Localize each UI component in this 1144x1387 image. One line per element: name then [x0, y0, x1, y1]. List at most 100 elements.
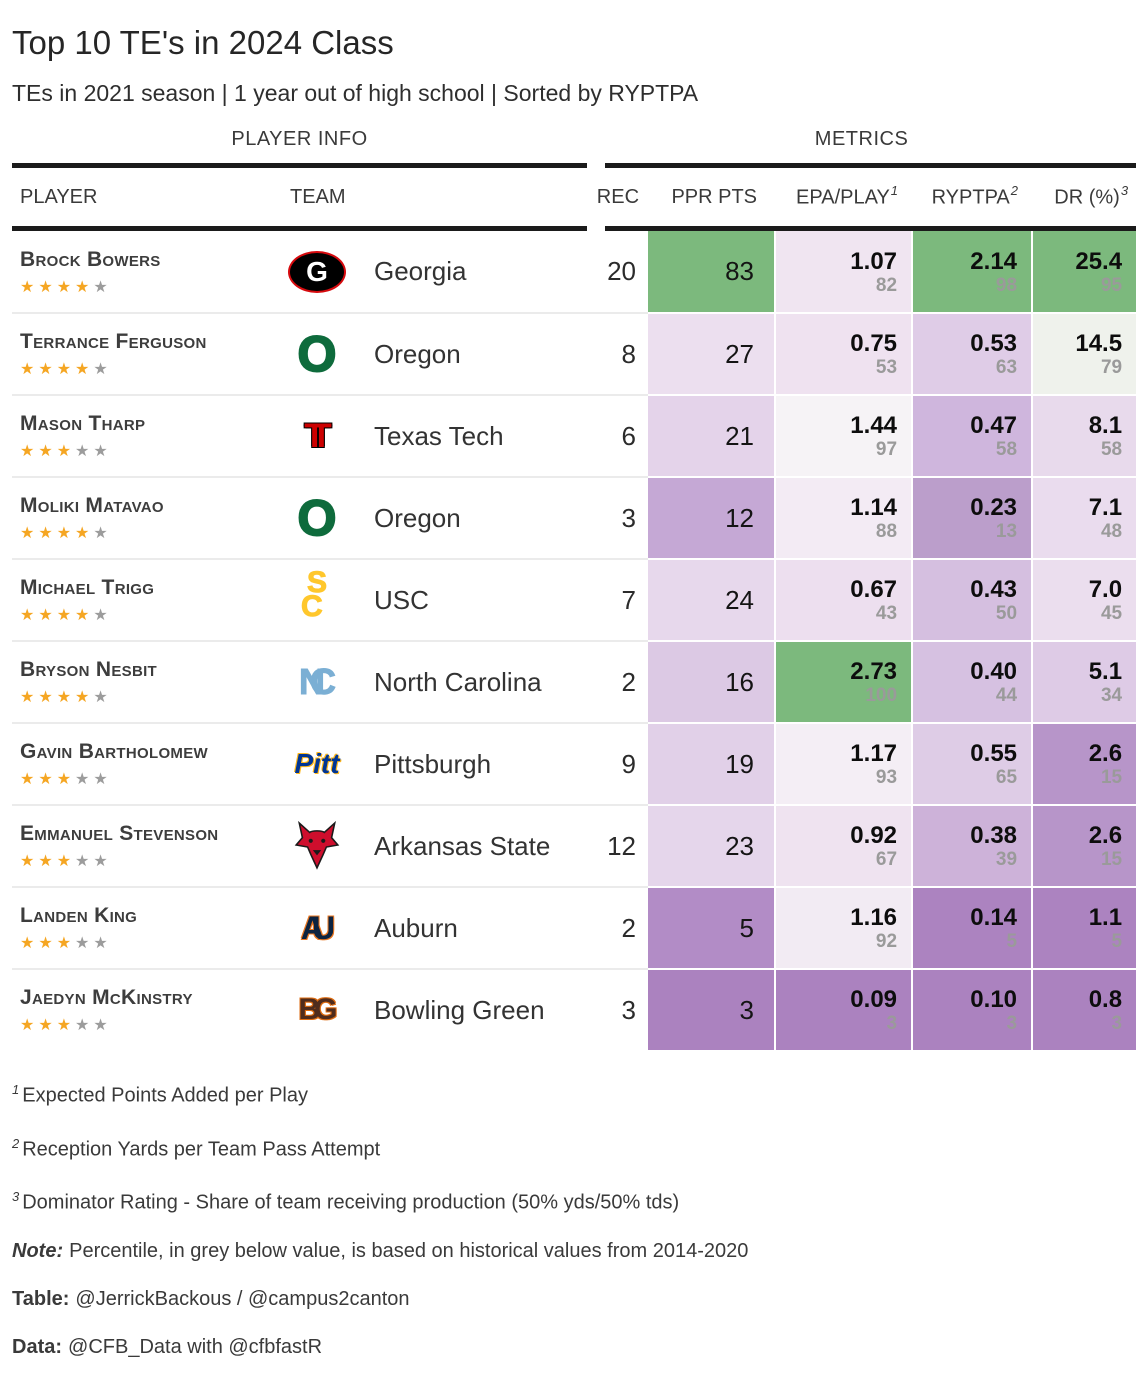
spanner-rule-row [12, 163, 1137, 168]
gold-star-icon: ★★★★ [20, 607, 94, 624]
metrics-rule [587, 163, 1137, 168]
table-row: Emmanuel Stevenson ★★★★★ Arkansas State 12 2… [12, 805, 1137, 888]
dr-percentile: 58 [1100, 439, 1123, 460]
spanner-player-info: PLAYER INFO [231, 128, 368, 150]
team-logo-cell: G [282, 231, 352, 314]
auburn-logo-icon: AU [300, 909, 335, 946]
rec-value: 20 [587, 231, 648, 314]
ppr-pts-value: 21 [646, 395, 776, 478]
epa-play-percentile: 67 [875, 849, 898, 870]
gold-star-icon: ★★★ [20, 853, 76, 870]
star-rating: ★★★★★ [20, 1017, 281, 1034]
dr-value: 7.1 [1088, 494, 1123, 521]
gold-star-icon: ★★★ [20, 935, 76, 952]
ryptpa-value: 0.53 [970, 330, 1018, 357]
dr-percentile: 48 [1100, 521, 1123, 542]
table-credit-line: Table: @JerrickBackous / @campus2canton [12, 1287, 410, 1310]
footnote-epa: 1 Expected Points Added per Play [12, 1082, 308, 1107]
epa-play-cell: 2.73 100 [774, 641, 913, 724]
star-rating: ★★★★★ [20, 361, 281, 378]
epa-play-cell: 0.92 67 [774, 805, 913, 888]
page-title: Top 10 TE's in 2024 Class [12, 24, 394, 61]
ppr-pts-value: 12 [646, 477, 776, 560]
header-bottom-rule-left [12, 226, 588, 231]
player-cell: Terrance Ferguson ★★★★★ [12, 313, 282, 396]
epa-play-percentile: 82 [875, 274, 898, 296]
dr-cell: 2.6 15 [1031, 723, 1137, 806]
col-ppr-pts: PPR PTS [671, 185, 758, 208]
ppr-pts-value: 24 [646, 559, 776, 642]
gold-star-icon: ★★★ [20, 771, 76, 788]
dr-value: 0.8 [1088, 986, 1123, 1013]
dr-cell: 2.6 15 [1031, 805, 1137, 888]
team-logo-cell: NC [282, 641, 352, 724]
team-logo-cell: AU [282, 887, 352, 970]
dr-cell: 0.8 3 [1031, 969, 1137, 1052]
dr-percentile: 15 [1100, 767, 1123, 788]
ryptpa-cell: 0.55 65 [911, 723, 1033, 806]
team-name: Oregon [352, 477, 588, 560]
col-epa-play: EPA/PLAY1 [796, 183, 899, 209]
epa-play-cell: 0.09 3 [774, 969, 913, 1052]
rec-value: 2 [587, 641, 648, 724]
dr-cell: 8.1 58 [1031, 395, 1137, 478]
epa-play-value: 0.75 [850, 330, 898, 357]
gold-star-icon: ★★★★ [20, 525, 94, 542]
dr-percentile: 3 [1111, 1013, 1123, 1034]
ryptpa-percentile: 13 [995, 521, 1018, 542]
col-ryptpa: RYPTPA2 [931, 183, 1019, 209]
epa-play-percentile: 88 [875, 521, 898, 542]
ryptpa-value: 0.55 [970, 740, 1018, 767]
ryptpa-cell: 0.53 63 [911, 313, 1033, 396]
dr-cell: 5.1 34 [1031, 641, 1137, 724]
grey-star-icon: ★ [93, 525, 112, 542]
epa-play-value: 0.92 [850, 822, 898, 849]
column-header-row: PLAYER TEAM REC PPR PTS EPA/PLAY1 RYPTPA… [12, 168, 1136, 226]
dr-percentile: 34 [1100, 685, 1123, 706]
gold-star-icon: ★★★★ [20, 361, 94, 378]
dr-cell: 14.5 79 [1031, 313, 1137, 396]
dr-percentile: 15 [1100, 849, 1123, 870]
team-logo-cell: O [282, 313, 352, 396]
ryptpa-value: 0.10 [970, 986, 1018, 1013]
dr-value: 2.6 [1088, 740, 1123, 767]
epa-play-percentile: 92 [875, 931, 898, 952]
player-cell: Mason Tharp ★★★★★ [12, 395, 282, 478]
dr-percentile: 5 [1111, 931, 1123, 952]
epa-play-value: 2.73 [850, 658, 898, 685]
bowling-green-logo-icon: BG [298, 993, 338, 1026]
ryptpa-cell: 0.14 5 [911, 887, 1033, 970]
ryptpa-cell: 0.38 39 [911, 805, 1033, 888]
gold-star-icon: ★★★★ [20, 278, 94, 296]
grey-star-icon: ★ [93, 607, 112, 624]
ryptpa-percentile: 98 [995, 274, 1018, 296]
note-line: Note: Percentile, in grey below value, is… [12, 1239, 749, 1262]
footnote-mark-1: 1 [890, 183, 899, 199]
dr-percentile: 45 [1100, 603, 1123, 624]
ryptpa-percentile: 44 [995, 685, 1018, 706]
grey-star-icon: ★★ [75, 1017, 112, 1034]
team-logo-cell: Pitt [282, 723, 352, 806]
te-rankings-table: PLAYER INFO METRICS PLAYER TEAM REC PPR … [12, 122, 1137, 1052]
table-body: Brock Bowers ★★★★★ G Georgia 20 83 1.07 82 2.14 9… [12, 231, 1137, 1052]
grey-star-icon: ★ [93, 278, 112, 296]
dr-value: 1.1 [1088, 904, 1123, 931]
team-logo-cell: O [282, 477, 352, 560]
ppr-pts-value: 5 [646, 887, 776, 970]
pittsburgh-logo-icon: Pitt [294, 748, 340, 779]
epa-play-cell: 1.07 82 [774, 231, 913, 314]
ryptpa-cell: 2.14 98 [911, 231, 1033, 314]
player-name: Terrance Ferguson [20, 330, 207, 353]
player-cell: Gavin Bartholomew ★★★★★ [12, 723, 282, 806]
col-rec: REC [596, 185, 640, 208]
ryptpa-value: 0.40 [970, 658, 1018, 685]
dr-value: 7.0 [1088, 576, 1123, 603]
player-name: Moliki Matavao [20, 494, 164, 517]
table-row: Brock Bowers ★★★★★ G Georgia 20 83 1.07 82 2.14 9… [12, 231, 1137, 314]
dr-cell: 25.4 95 [1031, 231, 1137, 314]
ryptpa-cell: 0.43 50 [911, 559, 1033, 642]
dr-cell: 7.1 48 [1031, 477, 1137, 560]
player-name: Emmanuel Stevenson [20, 822, 219, 845]
epa-play-percentile: 100 [865, 685, 898, 706]
